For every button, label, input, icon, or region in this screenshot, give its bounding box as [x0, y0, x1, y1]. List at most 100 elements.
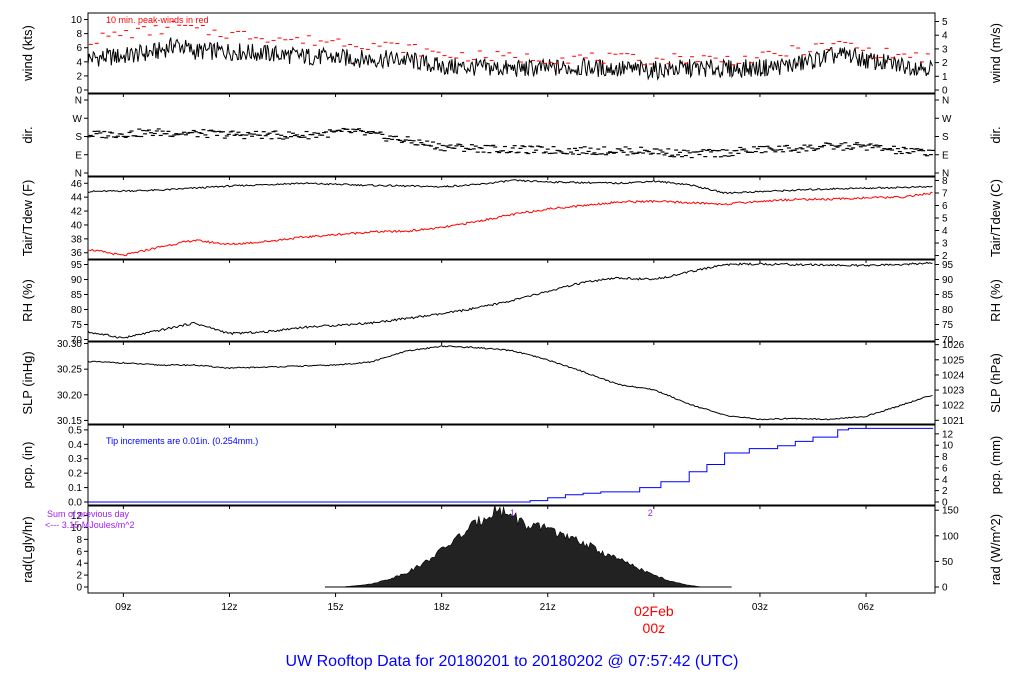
time-tick-label: 06z	[858, 602, 874, 613]
dir-left-tick-label: N	[75, 169, 82, 180]
rh-left-axis-label: RH (%)	[20, 279, 35, 322]
rad-left-tick-label: 4	[76, 559, 82, 570]
wind-left-tick-label: 8	[76, 29, 82, 40]
rad-day-marker-2: 2	[648, 508, 653, 518]
rh-right-tick-label: 85	[942, 290, 954, 301]
dir-right-tick-label: N	[942, 169, 949, 180]
precip-series	[88, 427, 934, 503]
slp-right-tick-label: 1021	[942, 416, 965, 427]
time-tick-label: 09z	[115, 602, 131, 613]
temp-right-tick-label: 4	[942, 226, 948, 237]
wind-left-tick-label: 2	[76, 71, 82, 82]
pcp-right-tick-label: 4	[942, 475, 948, 486]
day-tick-label: 00z	[643, 620, 666, 636]
slp-right-tick-label: 1024	[942, 370, 965, 381]
wind-speed-series	[87, 37, 933, 81]
time-tick-label: 18z	[434, 602, 450, 613]
wind-left-tick-label: 0	[76, 86, 82, 97]
wind-right-tick-label: 5	[942, 17, 948, 28]
wind-right-tick-label: 2	[942, 58, 948, 69]
rad-left-tick-label: 12	[71, 511, 83, 522]
dir-left-tick-label: S	[75, 132, 82, 143]
wind-right-tick-label: 4	[942, 31, 948, 42]
slp-right-axis-label: SLP (hPa)	[988, 353, 1003, 413]
rad-note-line2: <--- 3.15 MJoules/m^2	[45, 520, 135, 530]
temp-left-tick-label: 38	[71, 234, 83, 245]
slp-right-tick-label: 1022	[942, 401, 965, 412]
rh-left-tick-label: 95	[71, 260, 83, 271]
temp-right-tick-label: 2	[942, 251, 948, 262]
pcp-right-tick-label: 2	[942, 486, 948, 497]
solar-radiation-series	[342, 504, 707, 588]
rh-right-tick-label: 70	[942, 335, 954, 346]
pcp-left-axis-label: pcp. (in)	[20, 442, 35, 489]
pcp-right-tick-label: 0	[942, 498, 948, 509]
rh-right-axis-label: RH (%)	[988, 279, 1003, 322]
pcp-frame	[87, 424, 936, 506]
temp-right-tick-label: 5	[942, 214, 948, 225]
slp-frame	[87, 341, 936, 425]
wind-note: 10 min. peak-winds in red	[106, 15, 209, 25]
panel-rh: 70 75 80 85 90 95 70 75 80 85 90 95 RH (%) RH (%)	[20, 259, 1003, 346]
wind-left-tick-label: 4	[76, 57, 82, 68]
rh-left-tick-label: 85	[71, 290, 83, 301]
rh-left-tick-label: 70	[71, 335, 83, 346]
time-tick-label: 15z	[327, 602, 343, 613]
dir-right-tick-label: N	[942, 96, 949, 107]
rad-right-tick-label: 0	[942, 583, 948, 594]
time-tick-label: 21z	[540, 602, 556, 613]
tair-series	[87, 179, 933, 195]
rad-right-tick-label: 50	[942, 557, 954, 568]
pcp-right-tick-label: 6	[942, 463, 948, 474]
dir-left-axis-label: dir.	[20, 126, 35, 143]
slp-left-tick-label: 30.30	[57, 339, 82, 350]
slp-left-tick-label: 30.20	[57, 390, 82, 401]
dir-left-tick-label: W	[73, 114, 83, 125]
slp-left-axis-label: SLP (inHg)	[20, 351, 35, 414]
temp-left-tick-label: 46	[71, 179, 83, 190]
rad-left-tick-label: 8	[76, 535, 82, 546]
dir-right-tick-label: W	[942, 114, 952, 125]
rad-right-axis-label: rad (W/m^2)	[988, 514, 1003, 585]
pcp-right-tick-label: 12	[942, 429, 954, 440]
peak-wind-series	[88, 20, 930, 66]
pcp-left-tick-label: 0.5	[68, 425, 82, 436]
time-tick-label: 12z	[221, 602, 237, 613]
rh-right-tick-label: 80	[942, 305, 954, 316]
slp-left-tick-label: 30.25	[57, 365, 82, 376]
wind-frame	[87, 12, 936, 94]
slp-right-tick-label: 1025	[942, 355, 965, 366]
wind-right-tick-label: 0	[942, 86, 948, 97]
pcp-left-tick-label: 0.1	[68, 483, 82, 494]
rad-left-tick-label: 2	[76, 571, 82, 582]
temp-left-tick-label: 42	[71, 207, 83, 218]
wind-right-tick-label: 1	[942, 72, 948, 83]
rad-left-tick-label: 0	[76, 583, 82, 594]
pcp-right-tick-label: 10	[942, 441, 954, 452]
dir-frame	[87, 93, 936, 177]
wind-direction-series	[86, 127, 935, 159]
tdew-series	[88, 191, 933, 257]
rh-left-tick-label: 75	[71, 320, 83, 331]
slp-right-tick-label: 1023	[942, 386, 965, 397]
temp-right-axis-label: Tair/Tdew (C)	[988, 179, 1003, 257]
rh-left-tick-label: 80	[71, 305, 83, 316]
wind-left-tick-label: 10	[71, 15, 83, 26]
rad-frame	[87, 505, 936, 594]
pcp-right-axis-label: pcp. (mm)	[988, 436, 1003, 495]
temp-right-tick-label: 6	[942, 201, 948, 212]
rad-left-tick-label: 10	[71, 523, 83, 534]
temp-left-axis-label: Tair/Tdew (F)	[20, 180, 35, 257]
rh-frame	[87, 259, 936, 342]
slp-right-tick-label: 1026	[942, 340, 965, 351]
pcp-note: Tip increments are 0.01in. (0.254mm.)	[106, 436, 258, 446]
temp-left-tick-label: 40	[71, 220, 83, 231]
slp-left-tick-label: 30.15	[57, 416, 82, 427]
panel-wind: 0 2 4 6 8 10 0 1 2 3 4 5 wind (kts) wind (m/s) 10 min.…	[20, 12, 1003, 97]
rad-note-line1: Sum of previous day	[47, 509, 130, 519]
temp-right-tick-label: 3	[942, 239, 948, 250]
dir-right-tick-label: S	[942, 132, 949, 143]
temp-right-tick-label: 8	[942, 176, 948, 187]
